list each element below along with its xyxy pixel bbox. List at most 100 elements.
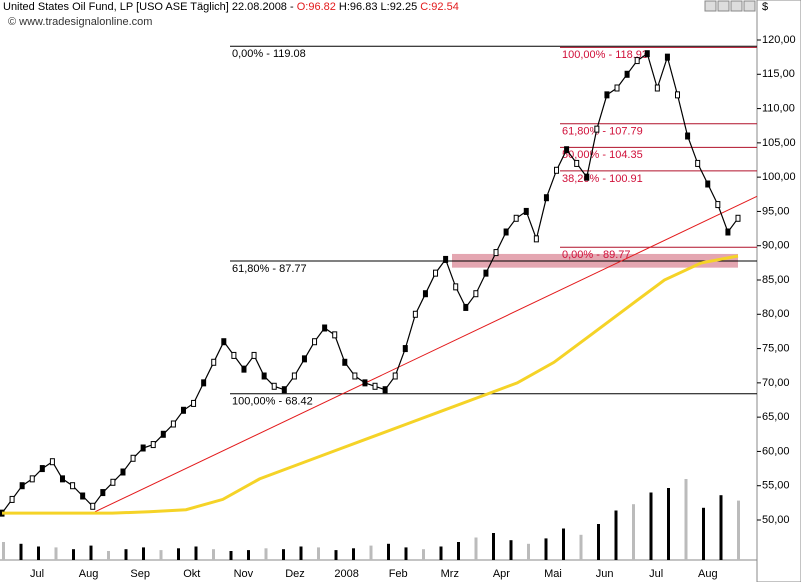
- volume-bar: [194, 546, 198, 560]
- fib-label: 61,80% - 107.79: [562, 126, 643, 138]
- candle: [231, 351, 237, 359]
- x-tick-label: Mai: [544, 568, 562, 580]
- candle: [604, 91, 610, 99]
- candle: [281, 386, 287, 394]
- volume-bar: [474, 537, 478, 560]
- fib-label: 0,00% - 89.77: [562, 249, 631, 261]
- volume-bar: [579, 534, 583, 560]
- candle: [180, 406, 186, 414]
- moving-average: [2, 254, 739, 515]
- button[interactable]: [743, 0, 756, 12]
- x-tick-label: 2008: [334, 568, 358, 580]
- candle: [554, 166, 560, 174]
- y-tick-label: 100,00: [762, 171, 796, 183]
- candle: [160, 430, 166, 438]
- candle: [433, 269, 439, 277]
- candle: [241, 365, 247, 373]
- y-tick-label: 80,00: [762, 308, 790, 320]
- volume-bar: [54, 547, 58, 560]
- x-tick-label: Apr: [493, 568, 510, 580]
- candle: [312, 338, 318, 346]
- trendline: [94, 195, 758, 513]
- volume-bar: [719, 495, 723, 560]
- button[interactable]: [717, 0, 730, 12]
- volume-bar: [404, 547, 408, 560]
- candle: [463, 303, 469, 311]
- volume-bar: [264, 548, 268, 560]
- y-tick-label: 105,00: [762, 137, 796, 149]
- candle: [422, 290, 428, 298]
- volume-bar: [37, 546, 40, 560]
- candle: [564, 146, 570, 154]
- fib-label: 100,00% - 68.42: [232, 396, 313, 408]
- watermark: © www.tradesignalonline.com: [8, 16, 152, 28]
- high: H:96.83: [339, 1, 378, 13]
- candle: [211, 358, 217, 366]
- volume-bar: [334, 550, 338, 560]
- x-tick-label: Sep: [130, 568, 150, 580]
- x-tick-label: Aug: [79, 568, 99, 580]
- volume-bar: [247, 550, 250, 560]
- volume-bar: [299, 546, 303, 560]
- candle: [664, 53, 670, 61]
- volume-bar: [387, 543, 390, 560]
- x-tick-label: Jul: [649, 568, 663, 580]
- y-tick-label: 50,00: [762, 514, 790, 526]
- volume-bar: [422, 549, 425, 560]
- volume-bar: [317, 547, 320, 560]
- volume-bar: [72, 549, 75, 560]
- candle: [705, 180, 711, 188]
- low: L:92.25: [381, 1, 418, 13]
- candle: [453, 283, 459, 291]
- currency: $: [762, 1, 768, 13]
- volume-bar: [177, 548, 180, 560]
- candle: [624, 70, 630, 78]
- candle: [271, 382, 277, 390]
- x-tick-label: Nov: [234, 568, 254, 580]
- y-axis-panel: [756, 0, 801, 582]
- y-tick-label: 115,00: [762, 68, 795, 80]
- volume-bar: [282, 549, 285, 560]
- symbol: United States Oil Fund, LP [USO ASE Tägl…: [3, 1, 294, 13]
- fib-label: 50,00% - 104.35: [562, 149, 643, 161]
- candle: [634, 57, 640, 65]
- y-tick-label: 75,00: [762, 342, 790, 354]
- x-tick-label: Jun: [596, 568, 614, 580]
- volume-bar: [562, 528, 565, 560]
- volume-bar: [649, 492, 653, 560]
- volume-bar: [2, 542, 5, 560]
- candle: [19, 482, 25, 490]
- candle: [715, 201, 721, 209]
- volume-bar: [212, 549, 215, 560]
- candle: [382, 386, 388, 394]
- candle: [110, 478, 116, 486]
- candle: [402, 345, 408, 353]
- y-tick-label: 85,00: [762, 274, 790, 286]
- button[interactable]: [704, 0, 717, 12]
- candle: [675, 91, 681, 99]
- candle: [493, 249, 499, 257]
- candle: [503, 228, 509, 236]
- candle: [90, 502, 96, 510]
- volume-bar: [737, 500, 740, 560]
- candle: [695, 159, 701, 167]
- candle: [574, 159, 580, 167]
- x-tick-label: Mrz: [441, 568, 459, 580]
- x-tick-label: Aug: [698, 568, 718, 580]
- volume-bar: [667, 488, 670, 560]
- volume-bar: [369, 545, 373, 560]
- candle: [170, 420, 176, 428]
- volume-bar: [229, 551, 233, 560]
- candle: [594, 125, 600, 133]
- candle: [332, 331, 338, 339]
- y-tick-label: 55,00: [762, 480, 790, 492]
- candle: [644, 50, 650, 58]
- button[interactable]: [730, 0, 743, 12]
- window-buttons: [704, 0, 756, 12]
- candle: [221, 338, 227, 346]
- candle: [39, 465, 45, 473]
- candle: [201, 379, 207, 387]
- volume-bar: [492, 533, 495, 560]
- open: O:96.82: [297, 1, 336, 13]
